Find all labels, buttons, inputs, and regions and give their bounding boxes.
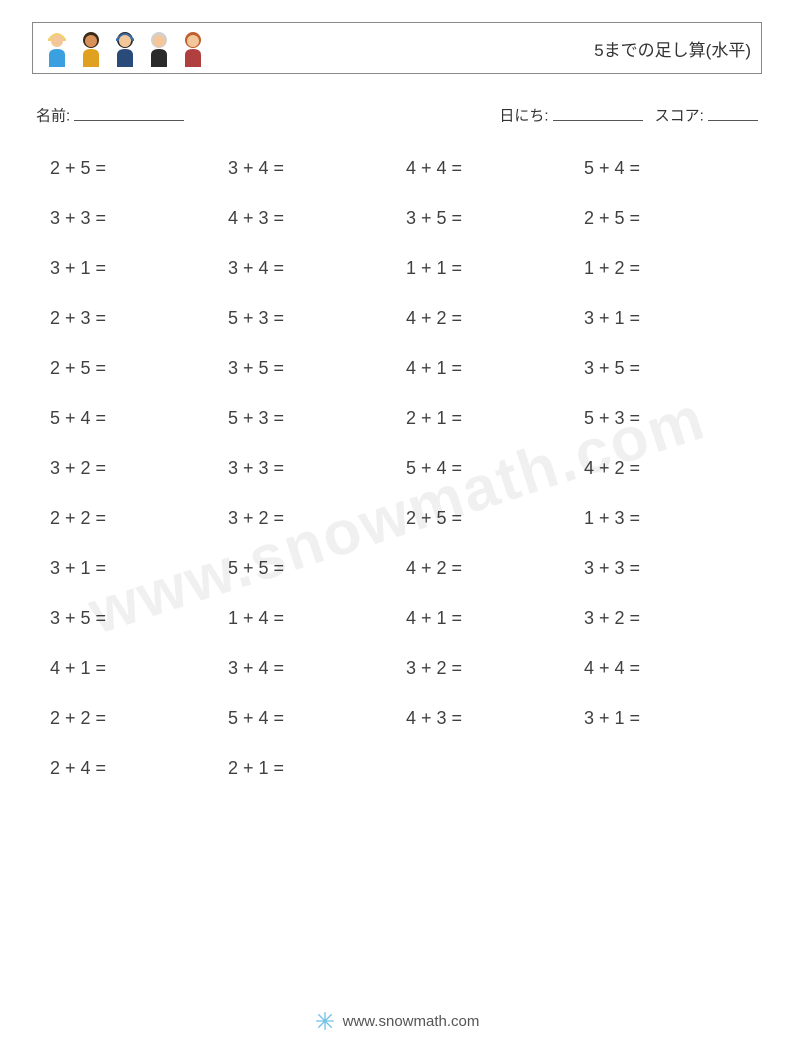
problem-cell: 5 + 5 = bbox=[228, 554, 406, 604]
problem-cell: 3 + 2 = bbox=[50, 454, 228, 504]
problem-cell: 2 + 5 = bbox=[50, 354, 228, 404]
problem-cell: 3 + 3 = bbox=[584, 554, 762, 604]
problem-cell: 3 + 5 = bbox=[584, 354, 762, 404]
problem-cell: 2 + 3 = bbox=[50, 304, 228, 354]
problem-cell: 4 + 1 = bbox=[406, 354, 584, 404]
problem-cell: 2 + 1 = bbox=[406, 404, 584, 454]
problem-cell: 4 + 2 = bbox=[406, 304, 584, 354]
problem-cell: 3 + 3 = bbox=[228, 454, 406, 504]
problem-cell: 5 + 3 = bbox=[228, 304, 406, 354]
problem-cell: 2 + 2 = bbox=[50, 704, 228, 754]
problem-cell: 2 + 5 = bbox=[406, 504, 584, 554]
problem-cell: 3 + 1 = bbox=[584, 304, 762, 354]
problem-cell: 4 + 1 = bbox=[50, 654, 228, 704]
problem-cell bbox=[584, 754, 762, 804]
problem-cell: 3 + 2 = bbox=[584, 604, 762, 654]
problem-cell: 5 + 4 = bbox=[228, 704, 406, 754]
problem-cell: 5 + 4 = bbox=[584, 154, 762, 204]
problem-cell bbox=[406, 754, 584, 804]
problem-cell: 5 + 3 = bbox=[228, 404, 406, 454]
problem-cell: 2 + 2 = bbox=[50, 504, 228, 554]
problem-cell: 4 + 4 = bbox=[406, 154, 584, 204]
footer: www.snowmath.com bbox=[0, 1011, 794, 1031]
problem-cell: 3 + 4 = bbox=[228, 654, 406, 704]
problem-cell: 4 + 1 = bbox=[406, 604, 584, 654]
snowflake-icon bbox=[315, 1011, 335, 1031]
problem-cell: 2 + 4 = bbox=[50, 754, 228, 804]
avatar-icon bbox=[111, 29, 139, 67]
problem-cell: 2 + 1 = bbox=[228, 754, 406, 804]
name-field: 名前: bbox=[36, 104, 184, 126]
name-label: 名前: bbox=[36, 108, 70, 125]
name-blank[interactable] bbox=[74, 104, 184, 121]
worksheet-header: 5までの足し算(水平) bbox=[32, 22, 762, 74]
problem-cell: 2 + 5 = bbox=[584, 204, 762, 254]
problem-cell: 3 + 5 = bbox=[228, 354, 406, 404]
worksheet-title: 5までの足し算(水平) bbox=[594, 36, 751, 61]
problem-cell: 3 + 2 = bbox=[406, 654, 584, 704]
meta-row: 名前: 日にち: スコア: bbox=[36, 104, 758, 126]
score-blank[interactable] bbox=[708, 104, 758, 121]
avatar-icon bbox=[77, 29, 105, 67]
problem-cell: 3 + 5 = bbox=[406, 204, 584, 254]
problem-cell: 2 + 5 = bbox=[50, 154, 228, 204]
problem-cell: 1 + 4 = bbox=[228, 604, 406, 654]
problem-cell: 4 + 4 = bbox=[584, 654, 762, 704]
problem-cell: 3 + 4 = bbox=[228, 154, 406, 204]
problem-cell: 3 + 2 = bbox=[228, 504, 406, 554]
problem-cell: 1 + 3 = bbox=[584, 504, 762, 554]
problems-grid: 2 + 5 =3 + 4 =4 + 4 =5 + 4 =3 + 3 =4 + 3… bbox=[32, 154, 762, 804]
score-label: スコア: bbox=[655, 108, 704, 125]
avatar-row bbox=[43, 29, 207, 67]
problem-cell: 3 + 1 = bbox=[584, 704, 762, 754]
problem-cell: 3 + 1 = bbox=[50, 554, 228, 604]
problem-cell: 4 + 3 = bbox=[406, 704, 584, 754]
problem-cell: 1 + 1 = bbox=[406, 254, 584, 304]
date-field: 日にち: bbox=[499, 104, 642, 126]
problem-cell: 5 + 3 = bbox=[584, 404, 762, 454]
problem-cell: 5 + 4 = bbox=[406, 454, 584, 504]
problem-cell: 5 + 4 = bbox=[50, 404, 228, 454]
problem-cell: 4 + 3 = bbox=[228, 204, 406, 254]
avatar-icon bbox=[179, 29, 207, 67]
problem-cell: 4 + 2 = bbox=[584, 454, 762, 504]
problem-cell: 1 + 2 = bbox=[584, 254, 762, 304]
problem-cell: 3 + 5 = bbox=[50, 604, 228, 654]
date-blank[interactable] bbox=[553, 104, 643, 121]
date-label: 日にち: bbox=[499, 108, 548, 125]
footer-url: www.snowmath.com bbox=[343, 1013, 480, 1030]
problem-cell: 3 + 4 = bbox=[228, 254, 406, 304]
score-field: スコア: bbox=[655, 104, 758, 126]
problem-cell: 3 + 1 = bbox=[50, 254, 228, 304]
avatar-icon bbox=[145, 29, 173, 67]
problem-cell: 4 + 2 = bbox=[406, 554, 584, 604]
problem-cell: 3 + 3 = bbox=[50, 204, 228, 254]
avatar-icon bbox=[43, 29, 71, 67]
